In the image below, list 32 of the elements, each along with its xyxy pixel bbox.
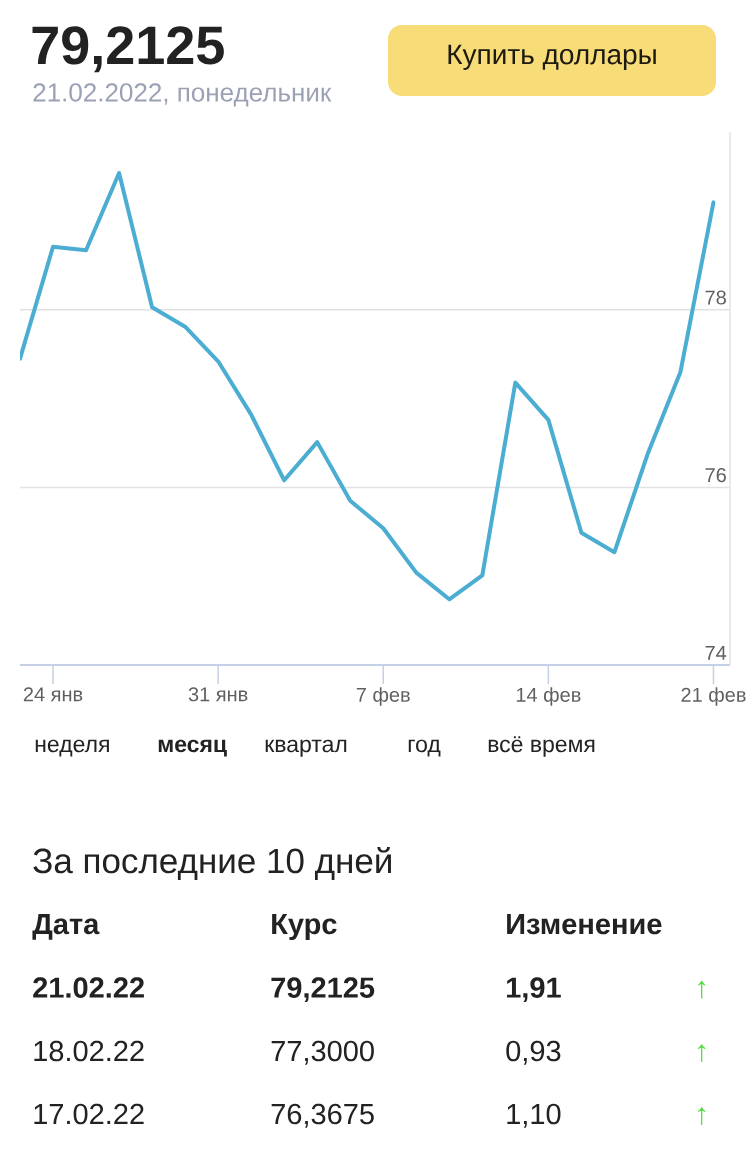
x-tick-label: 7 фев: [356, 687, 410, 706]
y-tick-label: 76: [705, 468, 726, 483]
text: 1,10: [507, 1103, 561, 1128]
x-tick-label: 24 янв: [23, 687, 83, 702]
text: 77,3000: [271, 1040, 374, 1065]
chart-title: 79,2125: [32, 26, 224, 73]
text: 1,91: [507, 977, 561, 1003]
text: ↑: [698, 1044, 706, 1062]
y-tick-label: 78: [705, 290, 726, 305]
text: Изменение: [507, 914, 662, 935]
text: 79,2125: [271, 977, 375, 1003]
text: квартал: [265, 739, 347, 757]
text: год: [408, 739, 441, 757]
x-tick-label: 21 фев: [681, 687, 746, 706]
text: всё время: [488, 736, 595, 757]
chart-subtitle: 21.02.2022, понедельник: [33, 83, 332, 107]
text: Купить доллары: [448, 44, 656, 70]
text: 18.02.22: [34, 1040, 144, 1062]
text: 0,93: [506, 1040, 561, 1065]
text: Дата: [32, 914, 100, 940]
y-tick-label: 74: [705, 646, 727, 660]
text: За последние 10 дней: [33, 847, 391, 880]
text: 21.02.22: [33, 977, 144, 998]
text: неделя: [35, 739, 109, 757]
text: ↑: [698, 980, 706, 999]
text: месяц: [158, 739, 227, 757]
text: 17.02.22: [34, 1103, 144, 1125]
x-tick-label: 14 фев: [516, 687, 581, 706]
x-tick-label: 31 янв: [188, 687, 248, 702]
text: ↑: [698, 1107, 706, 1125]
text: 76,3675: [271, 1103, 374, 1128]
text: Курс: [272, 914, 337, 941]
